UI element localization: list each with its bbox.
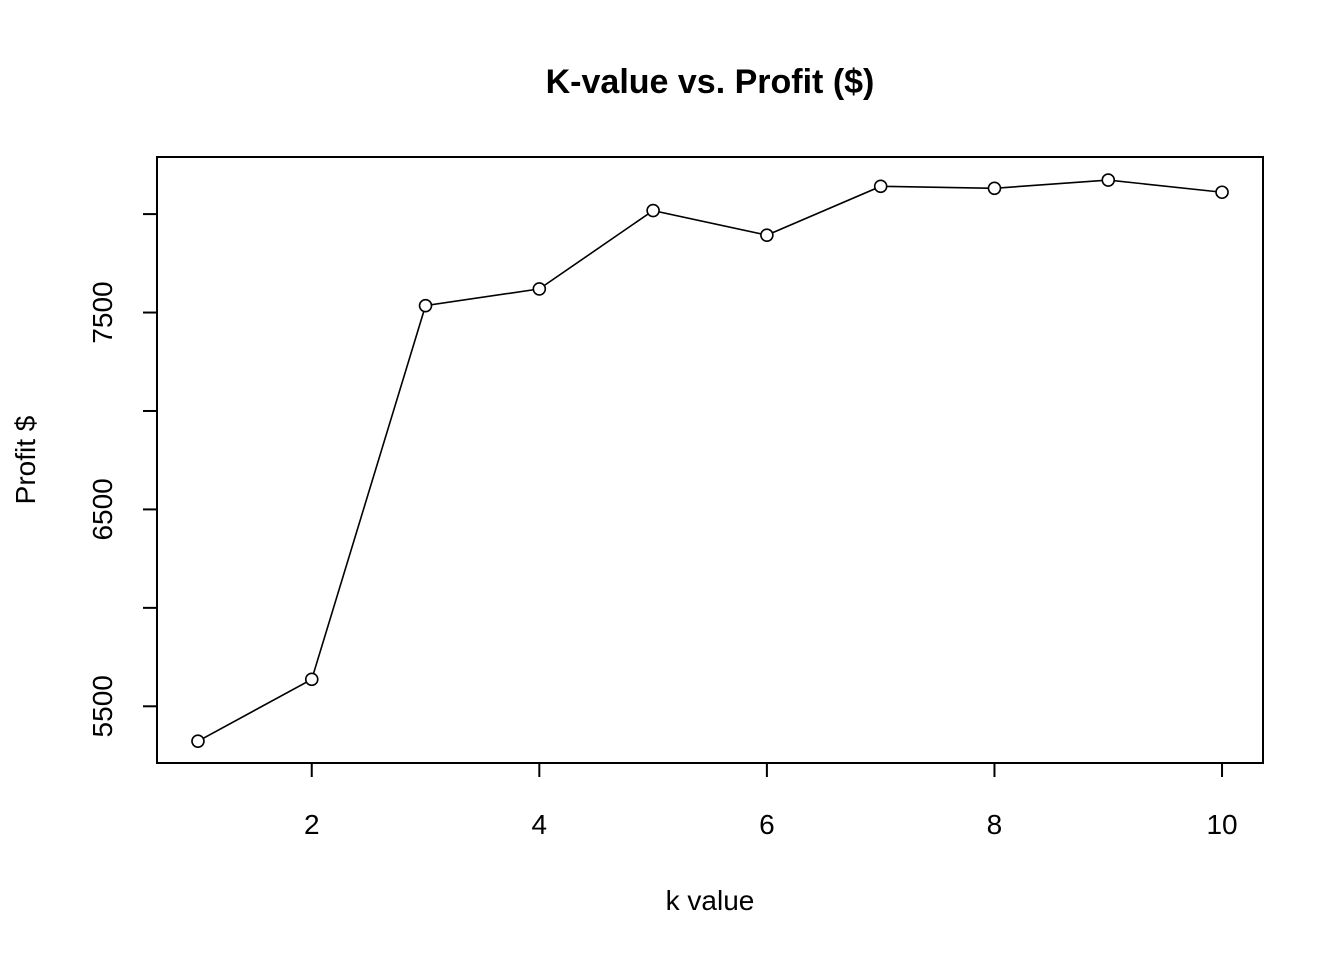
x-tick-label: 10 (1206, 809, 1237, 840)
data-point (1215, 185, 1229, 200)
data-point (873, 179, 888, 194)
y-tick-label: 6500 (87, 478, 118, 540)
x-axis-label: k value (666, 885, 755, 916)
data-point (532, 282, 547, 296)
x-tick-label: 2 (304, 809, 320, 840)
y-tick-label: 5500 (87, 675, 118, 737)
data-point (418, 298, 433, 313)
y-tick-label: 7500 (87, 281, 118, 343)
data-point (191, 734, 205, 748)
x-tick-label: 4 (532, 809, 548, 840)
chart-title: K-value vs. Profit ($) (546, 63, 875, 101)
y-axis-label: Profit $ (10, 415, 41, 504)
data-point (646, 203, 660, 218)
y-axis: 5500 6500 7500 (87, 213, 157, 737)
x-tick-label: 6 (759, 809, 775, 840)
plot-frame (156, 156, 1264, 764)
data-point (987, 181, 1002, 196)
series-line (197, 179, 1223, 742)
data-point (1101, 173, 1116, 187)
data-point (304, 672, 319, 687)
x-axis: 2 4 6 8 10 (304, 763, 1238, 840)
data-point (760, 228, 774, 242)
data-series (191, 173, 1229, 748)
x-tick-label: 8 (987, 809, 1003, 840)
